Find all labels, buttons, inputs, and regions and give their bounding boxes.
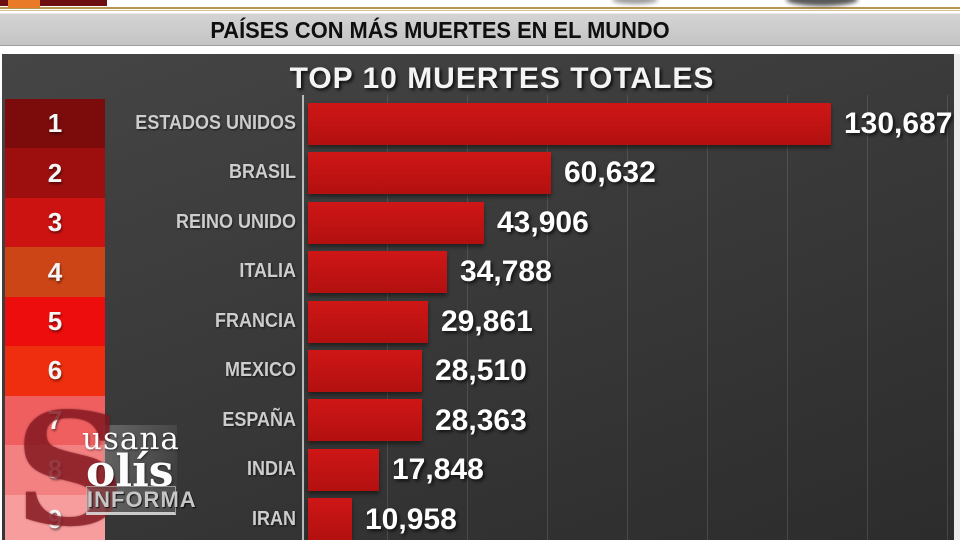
value-bar: [308, 152, 551, 195]
chart-row: 9 IRAN 10,958: [2, 494, 955, 540]
slide-edge-orange-block: [8, 0, 40, 8]
gridline: [787, 95, 788, 540]
country-label: IRAN: [251, 507, 296, 530]
chart-title: TOP 10 MUERTES TOTALES: [289, 62, 715, 95]
rank-badge: 7: [5, 395, 105, 446]
headline-text: PAÍSES CON MÁS MUERTES EN EL MUNDO: [210, 17, 670, 43]
country-label: MEXICO: [224, 359, 296, 382]
rank-badge: 5: [5, 296, 105, 347]
rank-badge: 6: [5, 346, 105, 396]
chart-row: 8 INDIA 17,848: [2, 445, 955, 495]
chart-row: 5 FRANCIA 29,861: [2, 296, 955, 347]
cropped-logo-smudge-right: [786, 0, 858, 6]
chart-row: 3 REINO UNIDO 43,906: [2, 197, 955, 248]
value-bar: [308, 448, 379, 491]
gridline: [547, 95, 548, 540]
gridline: [467, 95, 468, 540]
country-label: ESPAÑA: [222, 408, 296, 431]
chart-panel: TOP 10 MUERTES TOTALES 1 ESTADOS UNIDOS 13…: [2, 54, 955, 540]
value-bar: [308, 399, 422, 442]
chart-row: 4 ITALIA 34,788: [2, 247, 955, 297]
value-bar: [308, 102, 831, 145]
value-label: 17,848: [392, 453, 484, 487]
gridline: [627, 95, 628, 540]
chart-row: 2 BRASIL 60,632: [2, 148, 955, 198]
rank-badge: 3: [5, 197, 105, 248]
gold-divider-line-thin: [0, 10, 960, 11]
rank-badge: 2: [5, 148, 105, 198]
chart-row: 1 ESTADOS UNIDOS 130,687: [2, 99, 955, 149]
value-label: 10,958: [365, 502, 457, 536]
rank-badge: 8: [5, 445, 105, 495]
gridline: [867, 95, 868, 540]
value-label: 130,687: [844, 107, 953, 140]
value-label: 34,788: [460, 255, 552, 289]
chart-row: 7 ESPAÑA 28,363: [2, 395, 955, 446]
gridline: [947, 95, 948, 540]
top-decoration-strip: [0, 0, 960, 13]
country-label: ESTADOS UNIDOS: [135, 112, 296, 134]
cropped-logo-smudge-left: [612, 0, 658, 4]
value-label: 43,906: [497, 205, 589, 239]
value-label: 28,363: [435, 403, 527, 437]
gridline: [707, 95, 708, 540]
country-label: REINO UNIDO: [175, 210, 296, 233]
y-axis-line: [302, 95, 304, 540]
country-label: FRANCIA: [215, 309, 296, 332]
right-edge-strip: [954, 54, 960, 540]
rank-badge: 9: [5, 494, 105, 540]
value-label: 29,861: [441, 304, 533, 338]
value-bar: [308, 300, 428, 343]
value-label: 60,632: [564, 156, 656, 190]
value-bar: [308, 251, 447, 294]
country-label: INDIA: [246, 458, 296, 481]
value-bar: [308, 201, 484, 244]
value-label: 28,510: [435, 354, 527, 388]
value-bar: [308, 498, 352, 540]
slide-edge-maroon-bar: [0, 0, 107, 6]
rank-badge: 1: [5, 99, 105, 149]
value-bar: [308, 349, 422, 392]
country-label: ITALIA: [239, 260, 296, 283]
rank-badge: 4: [5, 247, 105, 297]
country-label: BRASIL: [228, 161, 296, 184]
chart-row: 6 MEXICO 28,510: [2, 346, 955, 396]
headline-band: PAÍSES CON MÁS MUERTES EN EL MUNDO: [0, 13, 960, 46]
gold-divider-line: [0, 7, 960, 9]
